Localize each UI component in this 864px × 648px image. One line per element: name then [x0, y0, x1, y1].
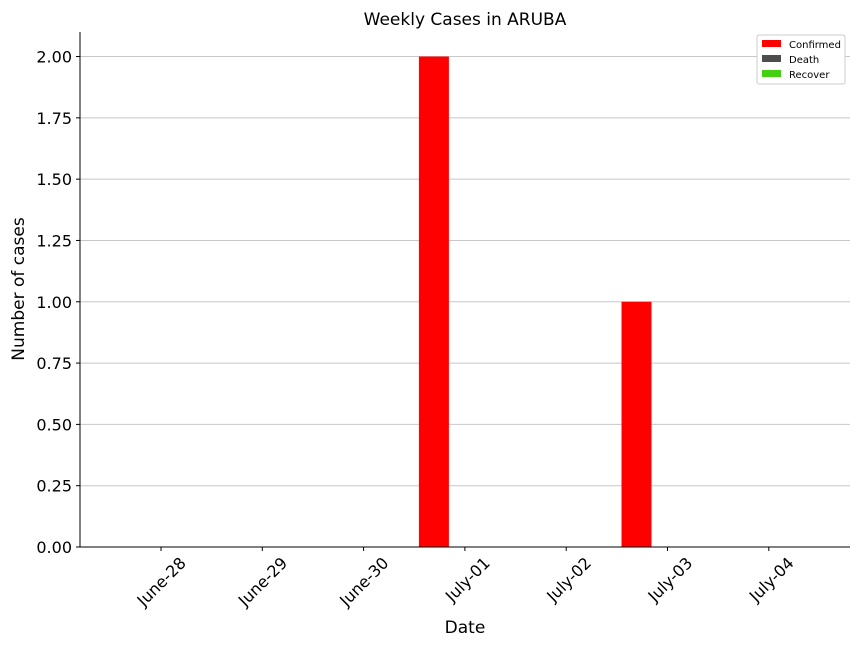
bar-confirmed-july-01: [418, 56, 449, 548]
y-tick-label: 1.00: [36, 293, 72, 312]
y-tick-label: 1.50: [36, 170, 72, 189]
y-tick-label: 0.75: [36, 354, 72, 373]
x-ticks: June-28 June-29 June-30 July-01 July-02 July-…: [133, 547, 798, 611]
legend-label-death: Death: [789, 55, 819, 66]
x-tick-label: June-28: [133, 553, 190, 610]
legend-swatch-recover: [762, 70, 781, 77]
y-tick-label: 0.50: [36, 415, 72, 434]
bars: [418, 56, 652, 548]
legend-label-recover: Recover: [789, 70, 830, 81]
gridlines: [80, 56, 850, 487]
legend-swatch-confirmed: [762, 40, 781, 47]
y-tick-label: 1.75: [36, 109, 72, 128]
x-tick-label: June-30: [335, 553, 392, 610]
legend-swatch-death: [762, 55, 781, 62]
x-tick-label: June-29: [234, 553, 291, 610]
bar-confirmed-july-03: [621, 301, 652, 547]
x-axis-title: Date: [445, 618, 486, 638]
y-tick-label: 0.25: [36, 477, 72, 496]
legend-label-confirmed: Confirmed: [789, 40, 841, 51]
axes: [79, 32, 850, 548]
x-tick-label: July-02: [542, 553, 595, 606]
y-tick-label: 1.25: [36, 231, 72, 250]
x-tick-label: July-03: [644, 553, 697, 606]
legend: Confirmed Death Recover: [756, 34, 846, 85]
y-tick-label: 2.00: [36, 48, 72, 67]
x-tick-label: July-01: [441, 553, 494, 606]
y-tick-label: 0.00: [36, 538, 72, 557]
y-ticks: 0.00 0.25 0.50 0.75 1.00 1.25 1.50 1.75 2.00: [36, 48, 80, 557]
y-axis-title: Number of cases: [9, 217, 29, 361]
chart-title: Weekly Cases in ARUBA: [364, 10, 567, 30]
x-tick-label: July-04: [745, 553, 798, 606]
